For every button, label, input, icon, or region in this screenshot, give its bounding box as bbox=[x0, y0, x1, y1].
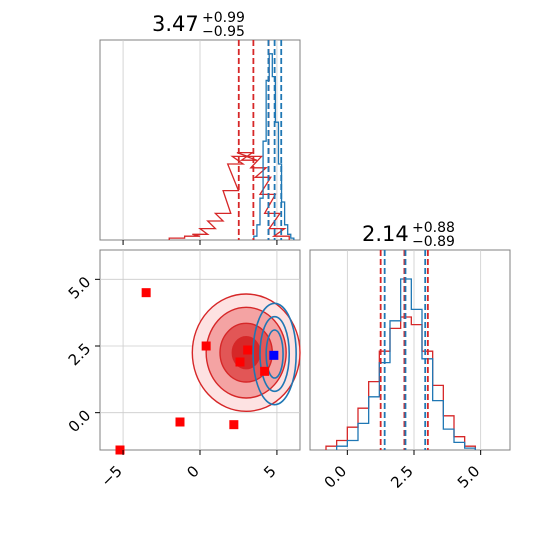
blue-contour bbox=[259, 315, 291, 393]
x-tick-label: 2.5 bbox=[387, 462, 417, 492]
x-tick-label: 5.0 bbox=[454, 462, 484, 492]
x-tick-label: 0 bbox=[183, 462, 202, 481]
panel-2-title-minus: −0.89 bbox=[412, 234, 455, 250]
panel-1-title-minus: −0.95 bbox=[202, 24, 245, 40]
histogram-red bbox=[325, 316, 476, 450]
blue-marker bbox=[269, 350, 279, 360]
red-marker bbox=[260, 366, 270, 376]
panel-1-title: 3.47 bbox=[152, 12, 199, 36]
marginal-panel-2: 0.0 2.5 5.0 2.14 +0.88 −0.89 bbox=[309, 220, 511, 492]
y-tick-label: 5.0 bbox=[65, 273, 95, 303]
x-tick-label: −5 bbox=[98, 462, 126, 490]
joint-panel: −5 0 5 0.0 2.5 5.0 bbox=[65, 249, 301, 490]
red-marker bbox=[235, 357, 245, 367]
panel-2-title: 2.14 bbox=[362, 222, 409, 246]
red-marker bbox=[115, 445, 125, 455]
panel-1-title-plus: +0.99 bbox=[202, 10, 245, 26]
histogram-red bbox=[168, 151, 290, 240]
red-marker bbox=[201, 341, 211, 351]
red-marker bbox=[229, 420, 239, 430]
marginal-panel-1: 3.47 +0.99 −0.95 bbox=[99, 10, 301, 245]
y-tick-label: 2.5 bbox=[65, 340, 95, 370]
y-tick-label: 0.0 bbox=[65, 406, 95, 436]
x-tick-label: 5 bbox=[260, 462, 279, 481]
x-tick-label: 0.0 bbox=[321, 462, 351, 492]
red-marker bbox=[175, 417, 185, 427]
red-marker bbox=[141, 288, 151, 298]
panel-2-title-plus: +0.88 bbox=[412, 220, 455, 236]
blue-contour bbox=[252, 302, 297, 406]
red-marker bbox=[243, 345, 253, 355]
blue-contour bbox=[265, 329, 284, 379]
